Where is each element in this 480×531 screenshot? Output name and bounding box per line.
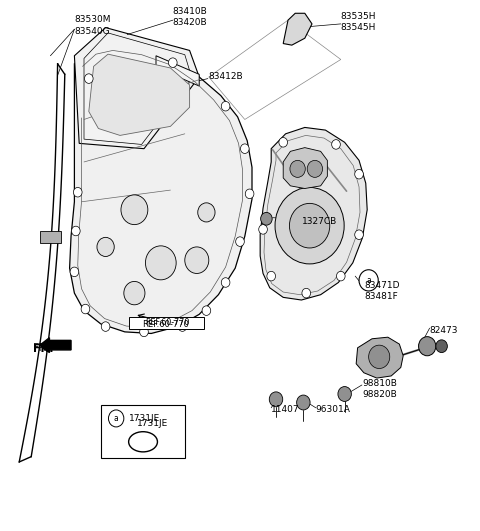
Circle shape (369, 345, 390, 369)
Circle shape (101, 322, 110, 331)
Circle shape (221, 101, 230, 111)
Circle shape (121, 195, 148, 225)
Circle shape (302, 288, 311, 298)
Circle shape (140, 327, 148, 337)
Circle shape (336, 271, 345, 281)
Circle shape (359, 270, 378, 291)
Circle shape (338, 387, 351, 401)
Circle shape (269, 392, 283, 407)
Text: 96301A: 96301A (316, 406, 351, 414)
Circle shape (355, 169, 363, 179)
Circle shape (72, 226, 80, 236)
Polygon shape (260, 127, 367, 300)
Circle shape (245, 189, 254, 199)
Circle shape (70, 267, 79, 277)
Circle shape (198, 203, 215, 222)
Circle shape (202, 306, 211, 315)
Circle shape (259, 225, 267, 234)
Circle shape (419, 337, 436, 356)
Circle shape (290, 160, 305, 177)
Polygon shape (74, 28, 199, 149)
Circle shape (279, 138, 288, 147)
FancyBboxPatch shape (129, 317, 204, 329)
Text: REF.60-770: REF.60-770 (145, 319, 189, 327)
Circle shape (332, 140, 340, 149)
Circle shape (97, 237, 114, 256)
Circle shape (73, 187, 82, 197)
Text: 11407: 11407 (271, 406, 300, 414)
Text: a: a (366, 276, 371, 285)
Circle shape (307, 160, 323, 177)
Polygon shape (356, 337, 403, 378)
Circle shape (436, 340, 447, 353)
Text: FR.: FR. (33, 343, 50, 353)
Text: 83412B: 83412B (209, 73, 243, 81)
Circle shape (168, 58, 177, 67)
Circle shape (185, 247, 209, 273)
Text: 1731JE: 1731JE (137, 419, 168, 428)
Circle shape (297, 395, 310, 410)
Circle shape (221, 278, 230, 287)
Circle shape (81, 304, 90, 314)
Text: 1327CB: 1327CB (302, 218, 337, 226)
Polygon shape (70, 45, 252, 333)
FancyBboxPatch shape (40, 231, 61, 243)
Text: 83410B
83420B: 83410B 83420B (173, 7, 207, 27)
Circle shape (84, 74, 93, 83)
Polygon shape (156, 56, 199, 86)
Ellipse shape (129, 432, 157, 452)
Polygon shape (283, 148, 327, 189)
Polygon shape (89, 54, 190, 135)
Polygon shape (283, 13, 312, 45)
Circle shape (289, 203, 330, 248)
FancyArrow shape (40, 338, 71, 353)
Text: REF.60-770: REF.60-770 (142, 321, 189, 329)
Circle shape (236, 237, 244, 246)
Text: 82473: 82473 (430, 326, 458, 335)
FancyBboxPatch shape (101, 405, 185, 458)
Text: a: a (114, 414, 119, 423)
Text: 83530M
83540G: 83530M 83540G (74, 15, 111, 36)
Text: 1731JE: 1731JE (129, 414, 160, 423)
Text: FR.: FR. (33, 345, 53, 354)
Text: 98810B
98820B: 98810B 98820B (362, 379, 397, 399)
Circle shape (355, 230, 363, 239)
Text: 83535H
83545H: 83535H 83545H (341, 12, 376, 32)
Circle shape (240, 144, 249, 153)
Circle shape (178, 322, 187, 331)
Circle shape (275, 187, 344, 264)
Circle shape (108, 410, 124, 427)
Circle shape (261, 212, 272, 225)
Circle shape (124, 281, 145, 305)
Circle shape (267, 271, 276, 281)
Text: 83471D
83481F: 83471D 83481F (365, 281, 400, 301)
Circle shape (145, 246, 176, 280)
